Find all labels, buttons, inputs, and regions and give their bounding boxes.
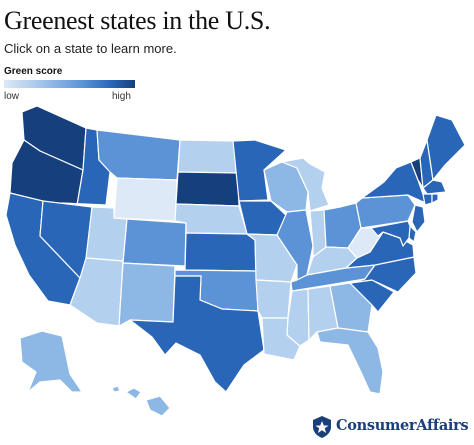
state-nj[interactable] [411,204,426,233]
state-ri[interactable] [431,193,439,204]
legend-title: Green score [4,66,63,77]
legend-gradient-bar [4,80,135,88]
state-me[interactable] [426,114,466,181]
state-nm[interactable] [118,262,176,327]
state-ma[interactable] [422,179,447,195]
page-title: Greenest states in the U.S. [4,6,271,35]
state-wy[interactable] [113,177,178,222]
brand-name: ConsumerAffairs [336,417,469,434]
state-sd[interactable] [175,171,240,207]
legend-low-label: low [4,91,20,102]
state-ak[interactable] [19,330,83,393]
state-fl[interactable] [316,327,384,395]
state-nd[interactable] [177,139,239,174]
brand-logo: ConsumerAffairs [312,416,469,438]
state-ar[interactable] [255,279,292,319]
state-co[interactable] [122,218,187,267]
state-hi[interactable] [111,385,171,417]
state-ne[interactable] [174,203,248,235]
state-md[interactable] [370,220,411,247]
legend-high-label: high [112,91,131,102]
state-ct[interactable] [422,193,433,206]
page-subtitle: Click on a state to learn more. [4,41,177,56]
star-shield-icon [313,416,331,438]
state-mi[interactable] [281,157,330,212]
state-tx[interactable] [129,275,265,393]
state-ks[interactable] [184,232,257,272]
